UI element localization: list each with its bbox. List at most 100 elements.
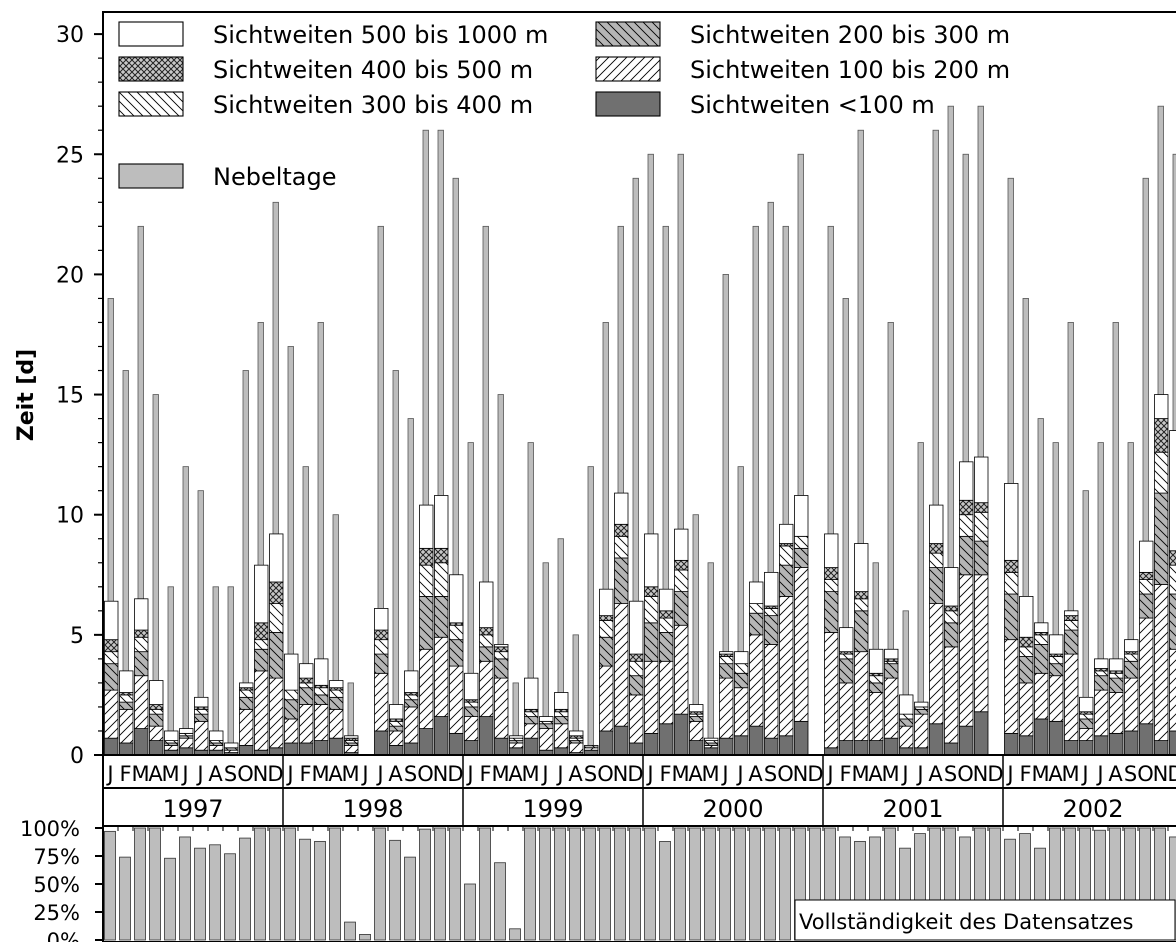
completeness-bar [539,827,551,941]
completeness-bar [164,857,176,941]
stack-segment-vlt100 [719,737,734,756]
completeness-bar [344,921,356,941]
stack-segment-v500_1000 [464,672,479,701]
stack-segment-v500_1000 [254,564,269,624]
stack-segment-v100_200 [854,651,869,741]
stack-segment-v400_500 [269,581,284,605]
month-label: M [491,762,509,786]
nebeltage-bar [182,466,189,756]
stack-segment-vlt100 [959,725,974,756]
stack-segment-v400_500 [599,615,614,621]
stack-segment-vlt100 [284,742,299,756]
stack-segment-v200_300 [929,567,944,605]
stack-segment-v200_300 [494,658,509,679]
stack-segment-vlt100 [764,737,779,756]
year-label: 1998 [342,795,403,823]
month-label: S [1124,762,1137,786]
stack-segment-v200_300 [404,699,419,708]
completeness-bar [734,827,746,941]
stack-segment-vlt100 [614,725,629,756]
stack-segment-v100_200 [899,725,914,749]
stack-segment-v200_300 [419,596,434,650]
month-label: O [417,762,434,786]
stack-segment-v200_300 [614,557,629,605]
completeness-bar [119,856,131,941]
stack-segment-vlt100 [1124,730,1139,756]
stack-segment-v300_400 [1094,670,1109,677]
stack-segment-vlt100 [1004,732,1019,756]
y-tick-label: 0 [70,744,84,769]
stack-segment-v500_1000 [539,716,554,722]
stack-segment-v500_1000 [1004,483,1019,561]
month-label: J [105,762,113,786]
stack-segment-v500_1000 [494,644,509,648]
stack-segment-v500_1000 [659,588,674,612]
stack-segment-v100_200 [869,692,884,741]
completeness-bar [284,827,296,941]
stack-segment-vlt100 [1094,735,1109,756]
y-tick-label: 15 [56,384,84,409]
month-label: A [748,762,763,786]
stack-segment-v100_200 [524,723,539,739]
stack-segment-v100_200 [1019,682,1034,737]
stack-segment-v100_200 [839,682,854,741]
stack-segment-v500_1000 [314,658,329,686]
completeness-bar [704,827,716,941]
stack-segment-v100_200 [104,689,119,739]
stack-segment-v300_400 [839,653,854,660]
stack-segment-v300_400 [959,514,974,537]
stack-segment-v100_200 [239,708,254,746]
stack-segment-v200_300 [899,718,914,727]
stack-segment-v200_300 [449,639,464,667]
stack-segment-vlt100 [929,723,944,756]
month-label: M [131,762,149,786]
stack-segment-v500_1000 [479,581,494,629]
stack-segment-vlt100 [464,740,479,756]
stack-segment-v500_1000 [824,533,839,568]
stack-segment-v100_200 [659,660,674,725]
stack-segment-vlt100 [179,747,194,756]
completeness-bar [374,827,386,941]
y-tick-label: 20 [56,263,84,288]
stack-segment-v100_200 [1034,672,1049,720]
stack-segment-v300_400 [629,660,644,677]
stack-segment-v400_500 [254,622,269,641]
completeness-bar [404,856,416,941]
stack-segment-v200_300 [914,708,929,715]
stack-segment-v400_500 [659,610,674,619]
stack-segment-vlt100 [494,737,509,756]
completeness-bar [584,827,596,941]
completeness-bar [644,827,656,941]
month-label: F [839,762,851,786]
stack-segment-v300_400 [674,569,689,592]
stack-segment-v300_400 [554,711,569,717]
completeness-bar [719,827,731,941]
completeness-y-label: 0% [47,929,80,942]
stack-segment-v100_200 [674,624,689,715]
stack-segment-v200_300 [659,632,674,662]
stack-segment-v300_400 [794,535,809,549]
stack-segment-v400_500 [104,639,119,653]
stack-segment-v300_400 [419,564,434,597]
stack-segment-v500_1000 [524,677,539,710]
stack-segment-v300_400 [779,545,794,566]
completeness-y-label: 75% [33,845,80,869]
completeness-bar [689,827,701,941]
completeness-bar [494,862,506,941]
month-label: J [555,762,563,786]
stack-segment-v500_1000 [179,728,194,734]
stack-segment-v500_1000 [599,588,614,617]
stack-segment-v400_500 [644,586,659,597]
stack-segment-v100_200 [299,704,314,744]
stack-segment-v500_1000 [389,704,404,720]
stack-segment-v500_1000 [119,670,134,693]
stack-segment-v500_1000 [839,627,854,653]
completeness-bar [254,827,266,941]
completeness-bar [599,827,611,941]
stack-segment-v300_400 [614,535,629,559]
month-label: D [447,762,463,786]
completeness-bar [389,839,401,941]
stack-segment-v300_400 [1154,451,1169,494]
stack-segment-v200_300 [599,636,614,667]
